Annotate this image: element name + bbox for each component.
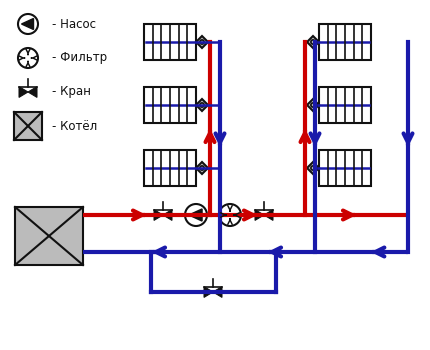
Text: - Фильтр: - Фильтр: [52, 51, 107, 64]
Bar: [14, 112, 42, 140]
Circle shape: [311, 103, 315, 107]
Polygon shape: [19, 86, 28, 97]
Circle shape: [311, 40, 315, 44]
Polygon shape: [189, 209, 202, 221]
Polygon shape: [196, 36, 208, 48]
Polygon shape: [307, 36, 319, 48]
Bar: [319, 87, 371, 123]
Polygon shape: [28, 86, 37, 97]
Text: - Насос: - Насос: [52, 18, 96, 30]
Bar: [15, 207, 83, 265]
Polygon shape: [307, 162, 319, 174]
Circle shape: [200, 40, 204, 44]
Polygon shape: [154, 210, 163, 221]
Bar: [144, 87, 196, 123]
Bar: [319, 150, 371, 186]
Bar: [144, 150, 196, 186]
Text: - Котёл: - Котёл: [52, 119, 97, 133]
Circle shape: [200, 166, 204, 170]
Circle shape: [200, 103, 204, 107]
Polygon shape: [196, 99, 208, 111]
Polygon shape: [204, 287, 213, 298]
Polygon shape: [213, 287, 222, 298]
Polygon shape: [255, 210, 264, 221]
Bar: [319, 24, 371, 60]
Polygon shape: [307, 99, 319, 111]
Polygon shape: [196, 162, 208, 174]
Polygon shape: [163, 210, 172, 221]
Bar: [144, 24, 196, 60]
Text: - Кран: - Кран: [52, 85, 91, 98]
Polygon shape: [22, 19, 34, 29]
Polygon shape: [264, 210, 273, 221]
Circle shape: [311, 166, 315, 170]
